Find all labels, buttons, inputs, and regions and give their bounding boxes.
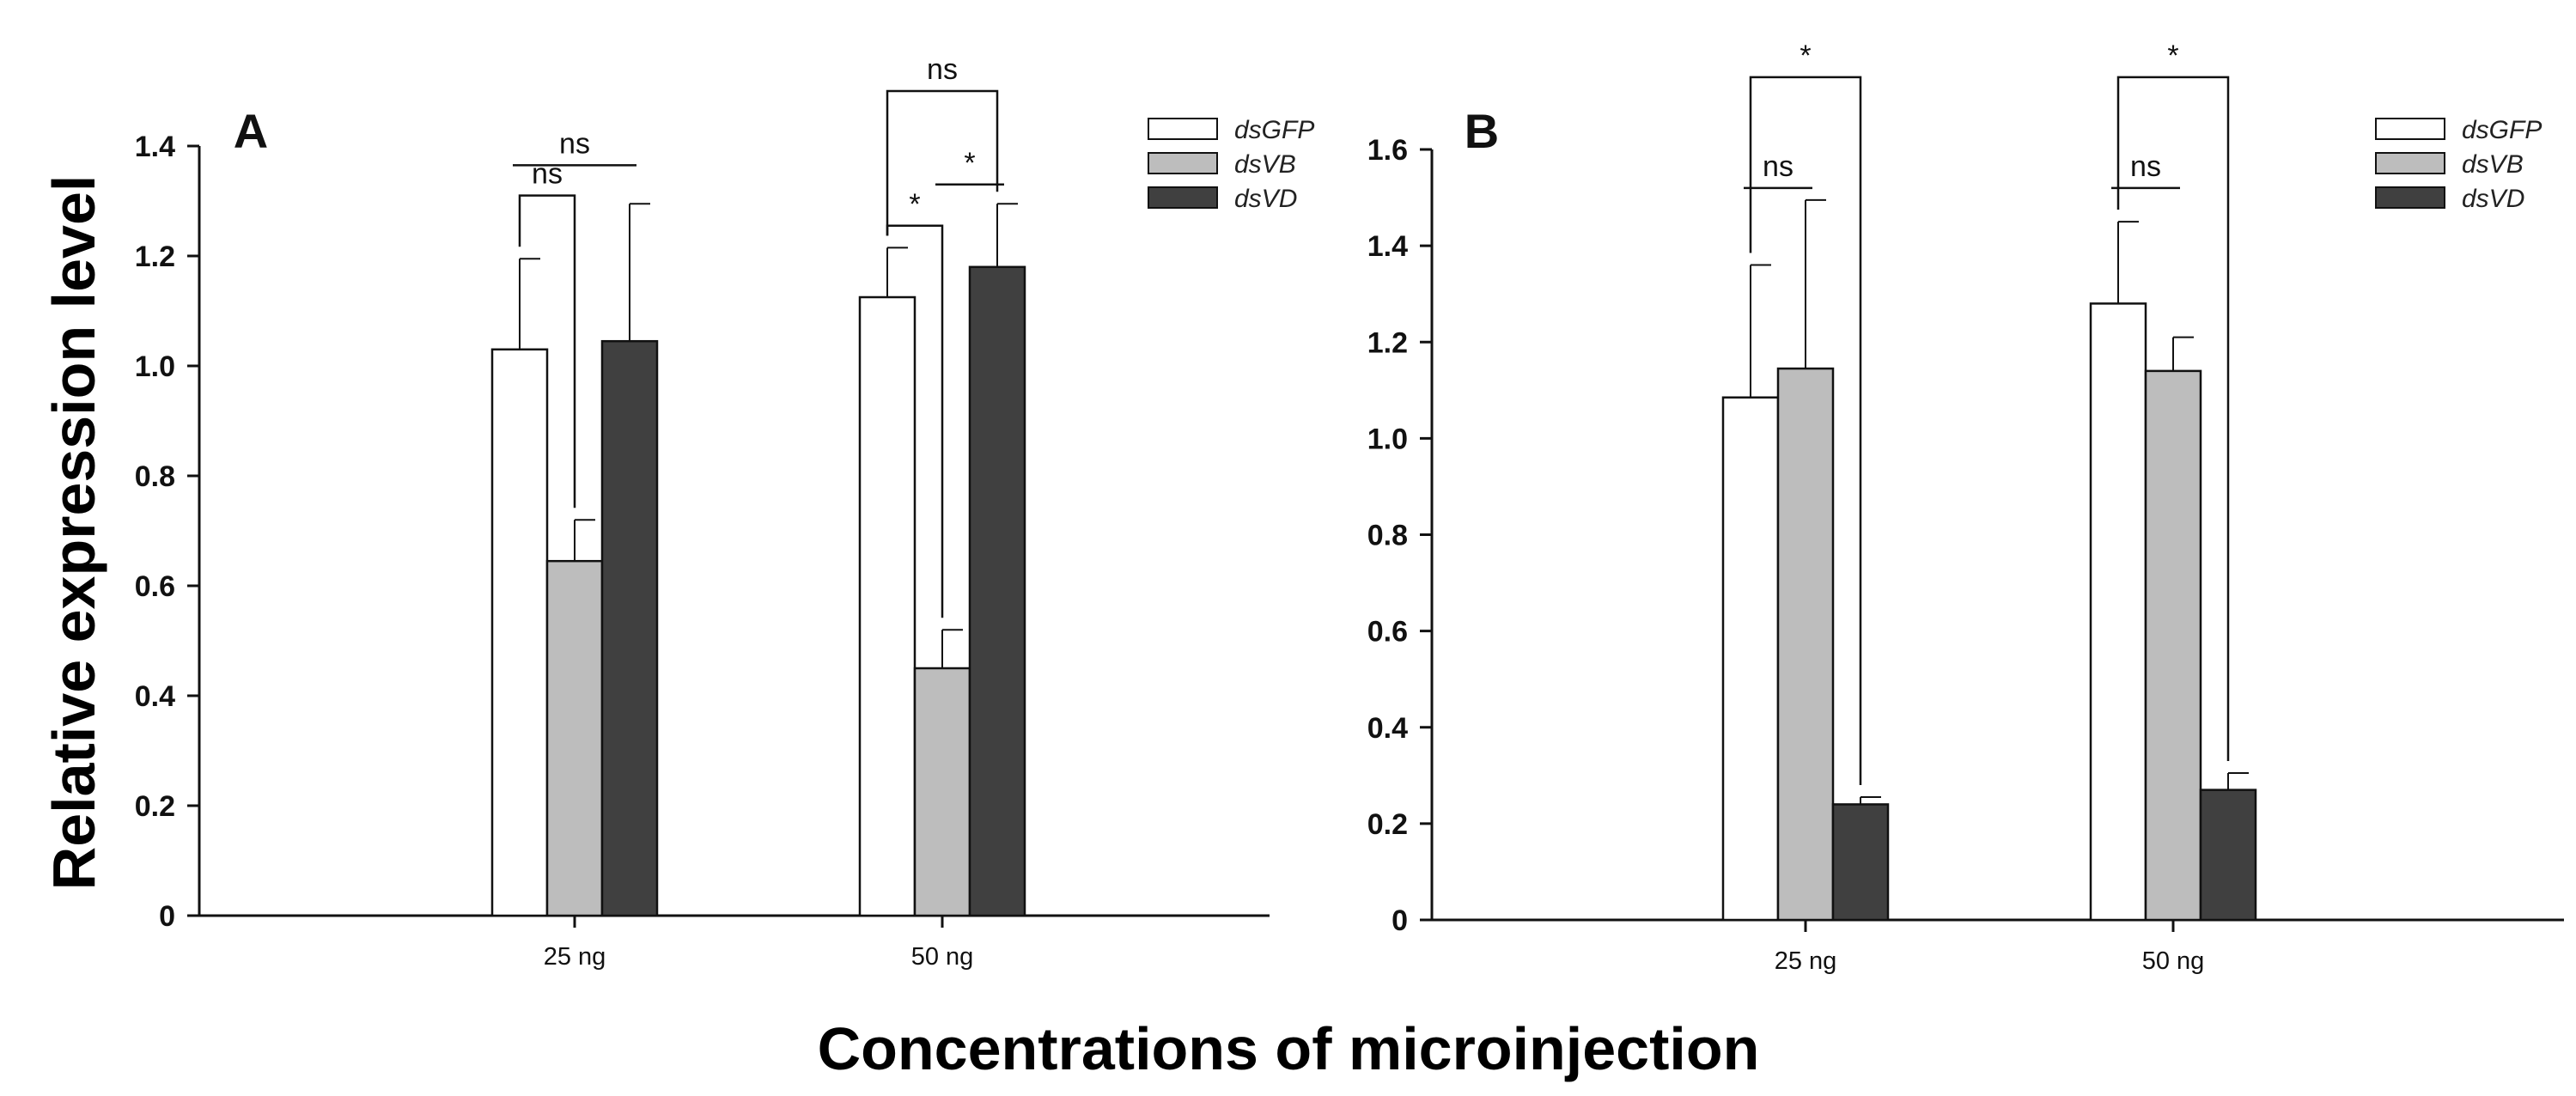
y-tick-label: 1.4 <box>1367 230 1408 263</box>
bar-dsvb-50ng <box>913 667 971 917</box>
y-tick-label: 0 <box>1392 904 1408 937</box>
y-tick-label: 0.8 <box>1367 520 1408 552</box>
legend-swatch-dsvb <box>1148 152 1218 174</box>
legend-swatch-dsvd <box>2375 186 2445 209</box>
y-tick-label: 0.8 <box>135 460 175 493</box>
significance-bracket <box>2116 76 2230 762</box>
y-tick-label: 0.2 <box>135 790 175 823</box>
bar-dsvb-50ng <box>2144 369 2202 922</box>
bar-dsvd-25ng <box>1831 803 1890 922</box>
significance-bracket <box>1749 76 1862 786</box>
legend-label-dsvb: dsVB <box>2462 150 2524 179</box>
significance-label: * <box>2167 40 2178 72</box>
legend-label-dsgfp: dsGFP <box>2462 116 2542 144</box>
bar-dsgfp-50ng <box>858 295 917 917</box>
legend-swatch-dsvd <box>1148 186 1218 209</box>
legend-swatch-dsgfp <box>2375 118 2445 140</box>
bar-dsgfp-50ng <box>2089 302 2147 922</box>
legend-swatch-dsgfp <box>1148 118 1218 140</box>
x-tick-label: 50 ng <box>911 943 974 971</box>
y-tick-label: 0.2 <box>1367 808 1408 841</box>
significance-label: ns <box>2130 150 2161 183</box>
legend-label-dsvd: dsVD <box>1234 185 1297 213</box>
significance-bracket <box>518 194 576 508</box>
significance-label: ns <box>559 127 590 160</box>
x-axis-title: Concentrations of microinjection <box>818 1015 1760 1082</box>
panel-letter: B <box>1465 104 1499 158</box>
significance-label: * <box>964 147 975 180</box>
y-tick-label: 1.2 <box>1367 326 1408 359</box>
significance-label: ns <box>532 158 563 191</box>
y-axis-title: Relative expression level <box>40 175 107 891</box>
y-tick-label: 0 <box>159 900 175 933</box>
y-tick-label: 0.6 <box>1367 616 1408 648</box>
significance-label: * <box>909 188 920 221</box>
panel-b-chart: 0 0.2 0.4 0.6 0.8 1.0 1.2 1.4 1.6 25 ng 50 ng ns * ns… <box>1367 40 2564 975</box>
y-tick-label: 1.4 <box>135 131 175 163</box>
y-tick-label: 0.6 <box>135 570 175 603</box>
legend-label-dsgfp: dsGFP <box>1234 116 1314 144</box>
significance-label: ns <box>927 53 958 86</box>
x-tick-label: 50 ng <box>2142 947 2205 975</box>
legend-label-dsvd: dsVD <box>2462 185 2524 213</box>
bar-dsvd-50ng <box>968 265 1026 917</box>
bar-dsgfp-25ng <box>1721 396 1780 922</box>
y-tick-label: 1.2 <box>135 241 175 273</box>
y-tick-label: 0.4 <box>1367 712 1408 745</box>
significance-label: * <box>1800 40 1811 72</box>
y-tick-label: 1.0 <box>1367 423 1408 455</box>
legend-label-dsvb: dsVB <box>1234 150 1296 179</box>
bar-dsvd-50ng <box>2199 789 2257 922</box>
significance-bracket <box>886 89 999 236</box>
bar-dsgfp-25ng <box>490 348 549 917</box>
bar-dsvb-25ng <box>545 559 604 917</box>
y-tick-label: 1.0 <box>135 350 175 383</box>
y-tick-label: 0.4 <box>135 680 175 713</box>
panel-a-chart: 00.20.40.60.81.01.21.425 ng 50 ngnsns**ns… <box>135 53 1315 971</box>
bar-dsvd-25ng <box>600 339 659 917</box>
bar-dsvb-25ng <box>1776 367 1835 922</box>
x-tick-label: 25 ng <box>1775 947 1837 975</box>
significance-label: ns <box>1763 150 1793 183</box>
legend-swatch-dsvb <box>2375 152 2445 174</box>
panel-letter: A <box>234 104 268 158</box>
y-tick-label: 1.6 <box>1367 134 1408 167</box>
x-tick-label: 25 ng <box>544 943 606 971</box>
